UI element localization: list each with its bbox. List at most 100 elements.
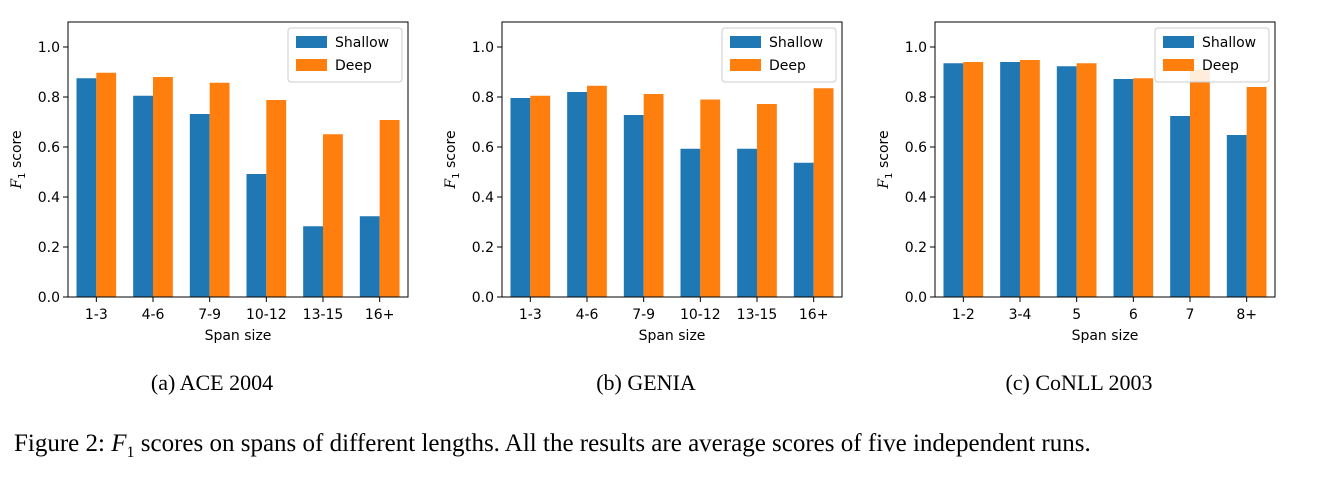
bar-shallow-7-9 bbox=[623, 115, 644, 297]
x-tick-label: 5 bbox=[1072, 307, 1081, 323]
legend: Shallow Deep bbox=[287, 27, 403, 83]
bar-deep-13-15 bbox=[757, 104, 777, 297]
y-axis-label: F1 score bbox=[443, 130, 462, 189]
charts-svg: 0.0 0.2 0.4 0.6 0.8 1.0 1-3 4-6 7-9 10-12 13-15 16+… bbox=[9, 21, 1276, 344]
bar-deep-8+ bbox=[1246, 87, 1267, 297]
legend-swatch-deep bbox=[296, 59, 327, 71]
caption-text: scores on spans of different lengths. Al… bbox=[134, 430, 1091, 457]
bar-shallow-5 bbox=[1056, 66, 1077, 297]
x-axis-label: Span size bbox=[639, 328, 706, 344]
y-tick-label: 0.6 bbox=[38, 140, 60, 156]
bar-deep-3-4 bbox=[1020, 60, 1040, 297]
x-tick-label: 4-6 bbox=[142, 307, 165, 323]
bar-shallow-8+ bbox=[1226, 135, 1247, 297]
caption-prefix: Figure 2: bbox=[14, 430, 112, 457]
y-tick-label: 0.4 bbox=[38, 190, 60, 206]
bar-deep-13-15 bbox=[323, 134, 343, 297]
bar-deep-1-2 bbox=[963, 62, 984, 297]
y-tick-label: 0.8 bbox=[38, 90, 60, 106]
plot-frame bbox=[934, 21, 1276, 298]
y-tick-label: 0.0 bbox=[472, 290, 494, 306]
bar-deep-7 bbox=[1190, 69, 1210, 297]
y-tick-label: 0.6 bbox=[905, 140, 927, 156]
bar-deep-7-9 bbox=[209, 82, 230, 297]
x-tick-label: 7-9 bbox=[198, 307, 221, 323]
legend-swatch-deep bbox=[1163, 59, 1194, 71]
legend-label-deep: Deep bbox=[1202, 58, 1239, 74]
x-tick-label: 4-6 bbox=[576, 307, 599, 323]
legend-label-deep: Deep bbox=[769, 58, 806, 74]
chart-panel-1: 0.0 0.2 0.4 0.6 0.8 1.0 1-3 4-6 7-9 10-12 13-15 16+… bbox=[443, 21, 843, 344]
bar-deep-16+ bbox=[813, 88, 834, 297]
bar-deep-10-12 bbox=[700, 99, 721, 297]
y-tick-label: 0.6 bbox=[472, 140, 494, 156]
legend-label-shallow: Shallow bbox=[1202, 35, 1256, 51]
x-tick-label: 10-12 bbox=[680, 307, 721, 323]
bar-deep-7-9 bbox=[643, 94, 664, 297]
bar-shallow-1-2 bbox=[943, 63, 964, 297]
bar-deep-1-3 bbox=[96, 72, 117, 297]
y-tick-label: 0.8 bbox=[905, 90, 927, 106]
bar-shallow-10-12 bbox=[680, 148, 701, 297]
y-tick-label: 1.0 bbox=[905, 40, 927, 56]
bar-shallow-16+ bbox=[793, 162, 814, 297]
y-tick-label: 0.2 bbox=[905, 240, 927, 256]
bar-deep-1-3 bbox=[530, 95, 551, 297]
bar-deep-5 bbox=[1076, 63, 1097, 297]
x-tick-label: 7-9 bbox=[632, 307, 655, 323]
chart-panel-2: 0.0 0.2 0.4 0.6 0.8 1.0 1-2 3-4 5 6 7 8+ Span size F1… bbox=[876, 21, 1276, 344]
y-tick-label: 1.0 bbox=[38, 40, 60, 56]
figure-caption: Figure 2: F1 scores on spans of differen… bbox=[14, 430, 1314, 462]
legend-swatch-shallow bbox=[1163, 36, 1194, 48]
bar-deep-6 bbox=[1133, 78, 1154, 297]
legend: Shallow Deep bbox=[721, 27, 837, 83]
bar-shallow-4-6 bbox=[567, 92, 587, 297]
subcaption-b: (b) GENIA bbox=[596, 370, 696, 395]
bar-shallow-1-3 bbox=[76, 78, 97, 297]
legend-swatch-deep bbox=[730, 59, 761, 71]
x-tick-label: 13-15 bbox=[303, 307, 344, 323]
x-tick-label: 7 bbox=[1186, 307, 1195, 323]
bar-deep-16+ bbox=[379, 120, 400, 297]
bar-shallow-3-4 bbox=[1000, 62, 1020, 297]
chart-panel-0: 0.0 0.2 0.4 0.6 0.8 1.0 1-3 4-6 7-9 10-12 13-15 16+… bbox=[9, 21, 409, 344]
plot-frame bbox=[501, 21, 843, 298]
bar-shallow-16+ bbox=[359, 216, 380, 297]
y-tick-label: 0.2 bbox=[472, 240, 494, 256]
legend-label-deep: Deep bbox=[335, 58, 372, 74]
y-tick-label: 0.4 bbox=[472, 190, 494, 206]
y-tick-label: 0.8 bbox=[472, 90, 494, 106]
caption-f1: F1 bbox=[111, 430, 135, 461]
x-axis-label: Span size bbox=[1072, 328, 1139, 344]
bar-shallow-7 bbox=[1170, 116, 1190, 297]
bar-deep-4-6 bbox=[587, 85, 607, 297]
y-tick-label: 0.2 bbox=[38, 240, 60, 256]
y-tick-label: 0.0 bbox=[905, 290, 927, 306]
x-tick-label: 6 bbox=[1129, 307, 1138, 323]
legend: Shallow Deep bbox=[1154, 27, 1270, 83]
x-tick-label: 16+ bbox=[365, 307, 395, 323]
legend-swatch-shallow bbox=[296, 36, 327, 48]
legend-swatch-shallow bbox=[730, 36, 761, 48]
y-tick-label: 1.0 bbox=[472, 40, 494, 56]
x-tick-label: 1-3 bbox=[519, 307, 542, 323]
plot-frame bbox=[67, 21, 409, 298]
bar-shallow-6 bbox=[1113, 79, 1134, 297]
x-tick-label: 10-12 bbox=[246, 307, 287, 323]
y-tick-label: 0.4 bbox=[905, 190, 927, 206]
x-tick-label: 1-2 bbox=[952, 307, 975, 323]
bar-shallow-10-12 bbox=[246, 174, 267, 297]
bar-shallow-13-15 bbox=[737, 148, 757, 297]
y-axis-label: F1 score bbox=[876, 130, 895, 189]
x-tick-label: 3-4 bbox=[1009, 307, 1032, 323]
bar-shallow-7-9 bbox=[189, 114, 210, 297]
y-axis-label: F1 score bbox=[9, 130, 28, 189]
bar-shallow-13-15 bbox=[303, 226, 323, 297]
y-tick-label: 0.0 bbox=[38, 290, 60, 306]
legend-label-shallow: Shallow bbox=[335, 35, 389, 51]
bar-deep-10-12 bbox=[266, 100, 287, 297]
legend-label-shallow: Shallow bbox=[769, 35, 823, 51]
x-tick-label: 8+ bbox=[1236, 307, 1257, 323]
x-tick-label: 1-3 bbox=[85, 307, 108, 323]
